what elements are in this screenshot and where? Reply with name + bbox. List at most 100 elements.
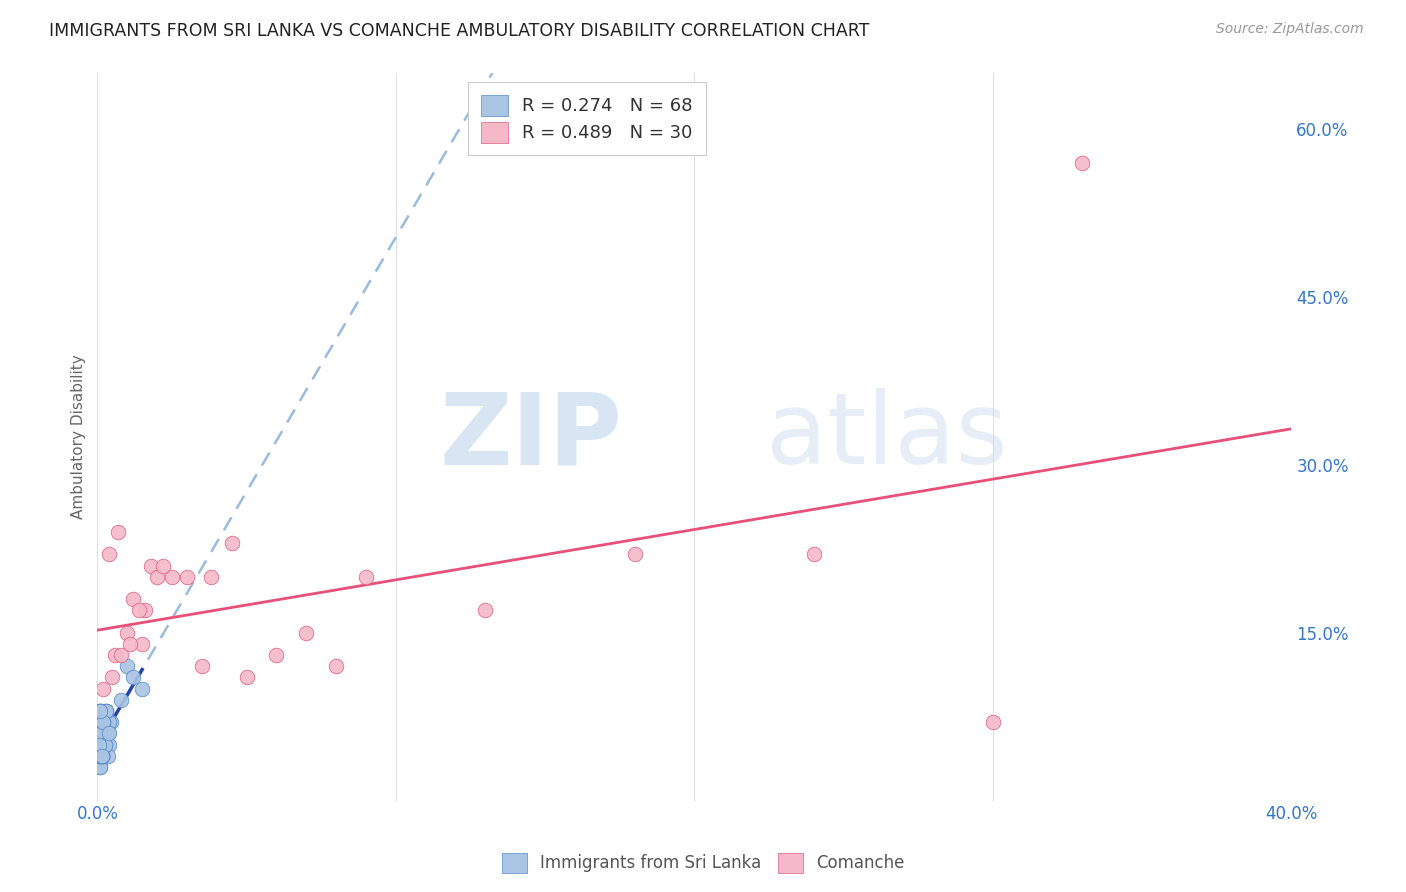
Point bbox=[1071, 155, 1094, 169]
Point bbox=[87, 738, 110, 752]
Point bbox=[89, 738, 111, 752]
Point bbox=[89, 748, 111, 763]
Point bbox=[90, 748, 112, 763]
Point bbox=[98, 547, 121, 561]
Legend: R = 0.274   N = 68, R = 0.489   N = 30: R = 0.274 N = 68, R = 0.489 N = 30 bbox=[468, 82, 706, 155]
Text: Source: ZipAtlas.com: Source: ZipAtlas.com bbox=[1216, 22, 1364, 37]
Point bbox=[98, 738, 121, 752]
Point bbox=[90, 748, 112, 763]
Point bbox=[131, 637, 153, 651]
Point bbox=[94, 738, 117, 752]
Point bbox=[91, 715, 114, 730]
Point bbox=[91, 748, 114, 763]
Point bbox=[115, 625, 138, 640]
Point bbox=[96, 726, 118, 740]
Point bbox=[152, 558, 174, 573]
Point bbox=[89, 748, 111, 763]
Point bbox=[89, 760, 111, 774]
Point bbox=[90, 715, 112, 730]
Point bbox=[96, 704, 118, 718]
Point bbox=[89, 726, 111, 740]
Point bbox=[89, 748, 111, 763]
Point bbox=[87, 715, 110, 730]
Point bbox=[981, 715, 1004, 730]
Point bbox=[87, 726, 110, 740]
Point bbox=[191, 659, 214, 673]
Point bbox=[90, 738, 112, 752]
Point bbox=[134, 603, 156, 617]
Point bbox=[96, 704, 118, 718]
Point bbox=[91, 726, 114, 740]
Point bbox=[90, 748, 112, 763]
Point bbox=[146, 570, 169, 584]
Point bbox=[87, 738, 110, 752]
Point bbox=[87, 704, 110, 718]
Point bbox=[120, 637, 142, 651]
Point bbox=[107, 524, 129, 539]
Point bbox=[94, 715, 117, 730]
Point bbox=[325, 659, 347, 673]
Point bbox=[89, 738, 111, 752]
Point bbox=[115, 659, 138, 673]
Point bbox=[139, 558, 162, 573]
Point bbox=[176, 570, 198, 584]
Point bbox=[200, 570, 222, 584]
Text: atlas: atlas bbox=[766, 388, 1008, 485]
Y-axis label: Ambulatory Disability: Ambulatory Disability bbox=[72, 354, 86, 519]
Point bbox=[89, 738, 111, 752]
Point bbox=[91, 738, 114, 752]
Point bbox=[89, 748, 111, 763]
Point bbox=[104, 648, 127, 662]
Point bbox=[89, 726, 111, 740]
Point bbox=[91, 726, 114, 740]
Point bbox=[97, 748, 120, 763]
Point bbox=[98, 715, 121, 730]
Point bbox=[87, 748, 110, 763]
Point bbox=[100, 715, 122, 730]
Point bbox=[110, 648, 132, 662]
Point bbox=[98, 726, 121, 740]
Point bbox=[89, 726, 111, 740]
Point bbox=[90, 738, 112, 752]
Point bbox=[89, 738, 111, 752]
Point bbox=[91, 715, 114, 730]
Point bbox=[94, 738, 117, 752]
Point bbox=[87, 715, 110, 730]
Point bbox=[110, 693, 132, 707]
Point bbox=[87, 726, 110, 740]
Point bbox=[90, 738, 112, 752]
Text: ZIP: ZIP bbox=[440, 388, 623, 485]
Point bbox=[803, 547, 825, 561]
Point bbox=[96, 704, 118, 718]
Point bbox=[122, 671, 145, 685]
Point bbox=[89, 704, 111, 718]
Point bbox=[474, 603, 496, 617]
Point bbox=[91, 726, 114, 740]
Point bbox=[354, 570, 377, 584]
Point bbox=[90, 704, 112, 718]
Legend: Immigrants from Sri Lanka, Comanche: Immigrants from Sri Lanka, Comanche bbox=[495, 847, 911, 880]
Point bbox=[91, 681, 114, 696]
Point bbox=[97, 715, 120, 730]
Point bbox=[160, 570, 183, 584]
Point bbox=[90, 738, 112, 752]
Point bbox=[623, 547, 645, 561]
Point bbox=[87, 748, 110, 763]
Point bbox=[131, 681, 153, 696]
Point bbox=[87, 738, 110, 752]
Point bbox=[221, 536, 243, 550]
Point bbox=[122, 592, 145, 607]
Point bbox=[89, 760, 111, 774]
Point bbox=[97, 726, 120, 740]
Point bbox=[266, 648, 288, 662]
Point bbox=[87, 726, 110, 740]
Point bbox=[128, 603, 150, 617]
Point bbox=[90, 738, 112, 752]
Point bbox=[90, 748, 112, 763]
Point bbox=[89, 704, 111, 718]
Point bbox=[94, 726, 117, 740]
Point bbox=[295, 625, 318, 640]
Point bbox=[101, 671, 124, 685]
Point bbox=[94, 726, 117, 740]
Point bbox=[90, 738, 112, 752]
